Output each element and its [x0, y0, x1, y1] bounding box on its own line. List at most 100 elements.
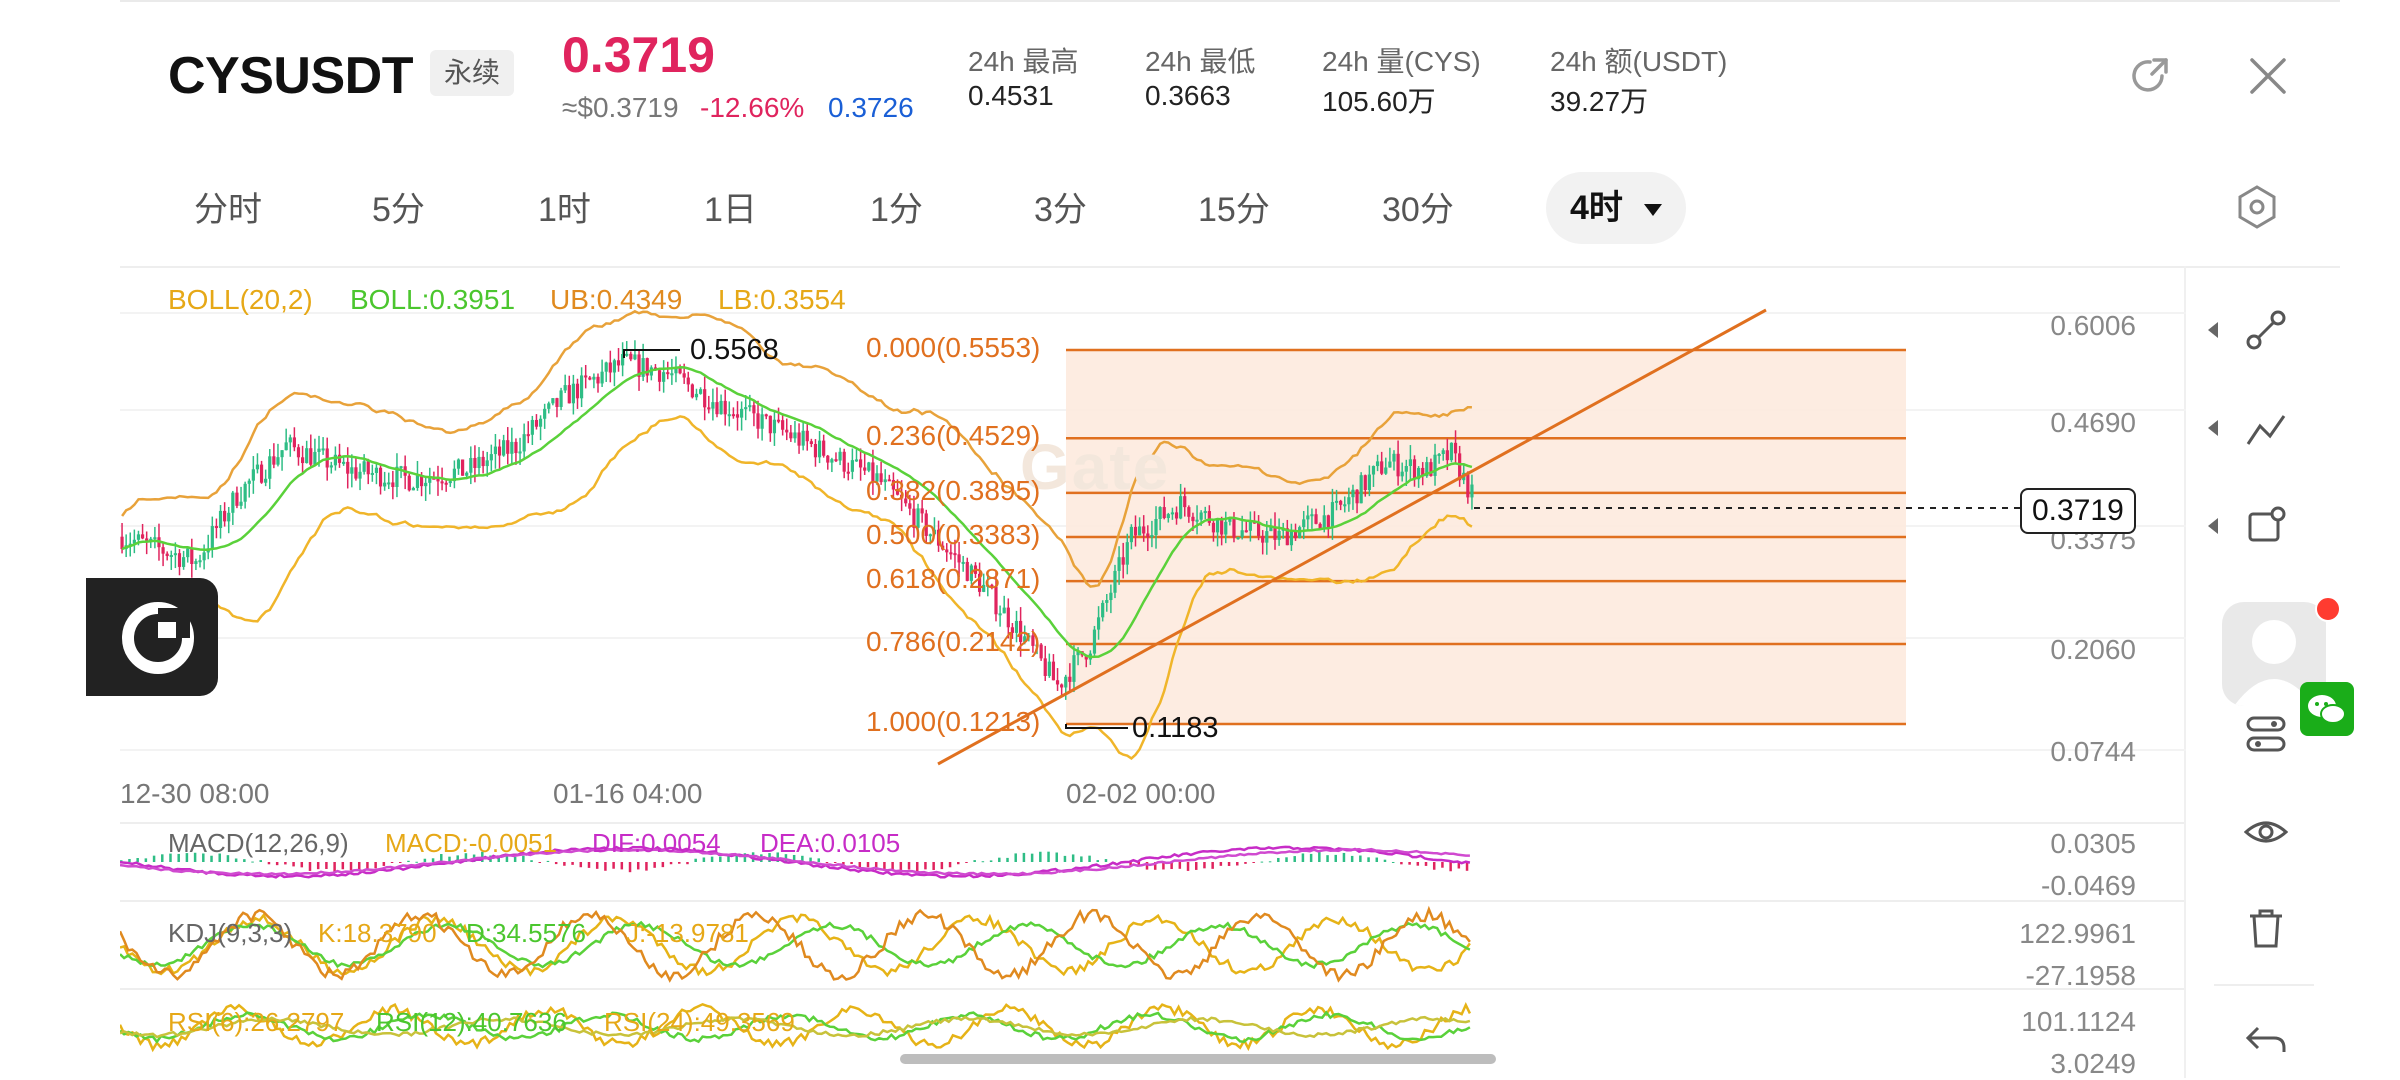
candle-body — [370, 472, 374, 475]
candle-body — [608, 362, 612, 373]
candle-body — [538, 418, 543, 427]
macd-histogram-bar — [218, 853, 221, 862]
expand-caret-icon[interactable] — [2208, 518, 2218, 534]
macd-histogram-bar — [530, 860, 533, 862]
candle-body — [908, 503, 912, 509]
macd-histogram-bar — [973, 860, 976, 862]
macd-histogram-bar — [915, 862, 919, 872]
interval-tab-5m[interactable]: 5分 — [372, 191, 425, 229]
rsi24-line — [120, 1015, 1471, 1039]
macd-histogram-bar — [669, 862, 673, 865]
macd-histogram-bar — [1227, 862, 1231, 866]
candle-body — [953, 553, 957, 556]
candle-body — [1429, 462, 1433, 476]
expand-caret-icon[interactable] — [2208, 322, 2218, 338]
close-icon[interactable] — [2244, 52, 2292, 100]
candle-body — [1400, 471, 1404, 477]
interval-tab-15m[interactable]: 15分 — [1198, 191, 1270, 229]
interval-tab-1h[interactable]: 1时 — [538, 191, 591, 229]
candle-body — [670, 373, 674, 376]
candlestick-chart[interactable] — [120, 266, 2186, 822]
candle-body — [1068, 676, 1072, 682]
macd-histogram-bar — [710, 856, 714, 862]
candle-body — [707, 407, 711, 410]
candle-body — [1170, 512, 1175, 515]
indicator-settings-icon[interactable] — [2244, 712, 2288, 756]
macd-histogram-bar — [415, 861, 418, 863]
fib-level-label: 1.000(0.1213) — [866, 706, 1041, 737]
line-tool-icon[interactable] — [2244, 308, 2288, 352]
expand-caret-icon[interactable] — [2208, 420, 2218, 436]
undo-icon[interactable] — [2244, 1018, 2288, 1062]
eye-icon[interactable] — [2244, 810, 2288, 854]
macd-histogram-bar — [1219, 862, 1223, 866]
candle-body — [186, 548, 190, 558]
candle-body — [276, 457, 280, 465]
mark-price: 0.3726 — [828, 92, 914, 123]
shape-tool-icon[interactable] — [2244, 504, 2288, 548]
macd-histogram-bar — [366, 862, 369, 871]
macd-pane[interactable] — [120, 824, 1480, 900]
candle-body — [998, 613, 1002, 616]
candle-body — [912, 508, 916, 528]
candle-body — [727, 414, 731, 417]
candle-body — [1433, 454, 1437, 476]
polyline-tool-icon[interactable] — [2244, 406, 2288, 450]
candle-body — [612, 360, 617, 373]
kdj-axis-bottom: -27.1958 — [2025, 960, 2136, 991]
last-price: 0.3719 — [562, 27, 715, 83]
trash-icon[interactable] — [2244, 906, 2288, 950]
candle-body — [391, 482, 395, 488]
candle-body — [744, 407, 748, 410]
rsi-pane[interactable] — [120, 990, 1480, 1064]
macd-histogram-bar — [128, 858, 131, 862]
candle-body — [1195, 519, 1199, 522]
interval-tab-timeline[interactable]: 分时 — [194, 191, 262, 229]
stat-volume-label: 24h 量(CYS) — [1322, 46, 1481, 77]
candle-body — [895, 489, 900, 495]
candle-body — [850, 460, 854, 472]
share-icon[interactable] — [2126, 52, 2174, 100]
candle-body — [1355, 489, 1359, 504]
candle-body — [941, 545, 945, 550]
candle-body — [567, 385, 571, 404]
candle-body — [957, 554, 961, 563]
fib-level-label: 0.000(0.5553) — [866, 332, 1041, 363]
macd-histogram-bar — [1301, 853, 1305, 862]
chart-settings-icon[interactable] — [2234, 184, 2280, 230]
macd-histogram-bar — [169, 853, 172, 862]
candle-body — [243, 483, 247, 502]
wechat-icon[interactable] — [2300, 682, 2354, 736]
chart-scrollbar[interactable] — [900, 1054, 1496, 1064]
fib-level-label: 0.786(0.2142) — [866, 625, 1041, 657]
high-marker-label: 0.5568 — [690, 334, 779, 366]
macd-histogram-bar — [604, 862, 607, 871]
candle-body — [760, 414, 764, 429]
macd-histogram-bar — [1260, 861, 1264, 863]
interval-tab-3m[interactable]: 3分 — [1034, 191, 1087, 229]
trend-line — [937, 308, 1767, 766]
fib-level-label: 0.618(0.2871) — [866, 563, 1041, 595]
stat-high-value: 0.4531 — [968, 80, 1054, 111]
macd-histogram-bar — [1071, 854, 1075, 862]
floating-assistant-button[interactable] — [86, 578, 218, 696]
macd-histogram-bar — [1416, 862, 1420, 866]
candle-body — [321, 448, 325, 451]
main-chart-bottom-border — [120, 822, 2186, 824]
macd-histogram-bar — [571, 862, 574, 865]
candle-body — [1158, 507, 1162, 519]
interval-tab-4h-active[interactable]: 4时 — [1546, 172, 1687, 244]
time-axis-tick: 12-30 08:00 — [120, 778, 270, 809]
candle-body — [165, 553, 169, 557]
interval-tab-30m[interactable]: 30分 — [1382, 191, 1454, 229]
interval-tab-1m[interactable]: 1分 — [870, 191, 923, 229]
candle-body — [1039, 644, 1043, 659]
macd-histogram-bar — [193, 852, 197, 862]
macd-axis-bottom: -0.0469 — [2041, 870, 2136, 901]
macd-histogram-bar — [1006, 857, 1009, 862]
macd-histogram-bar — [817, 858, 821, 862]
interval-tab-1d[interactable]: 1日 — [704, 191, 757, 229]
symbol-title: CYSUSDT — [168, 47, 413, 105]
candle-body — [793, 432, 797, 439]
kdj-pane[interactable] — [120, 902, 1480, 988]
